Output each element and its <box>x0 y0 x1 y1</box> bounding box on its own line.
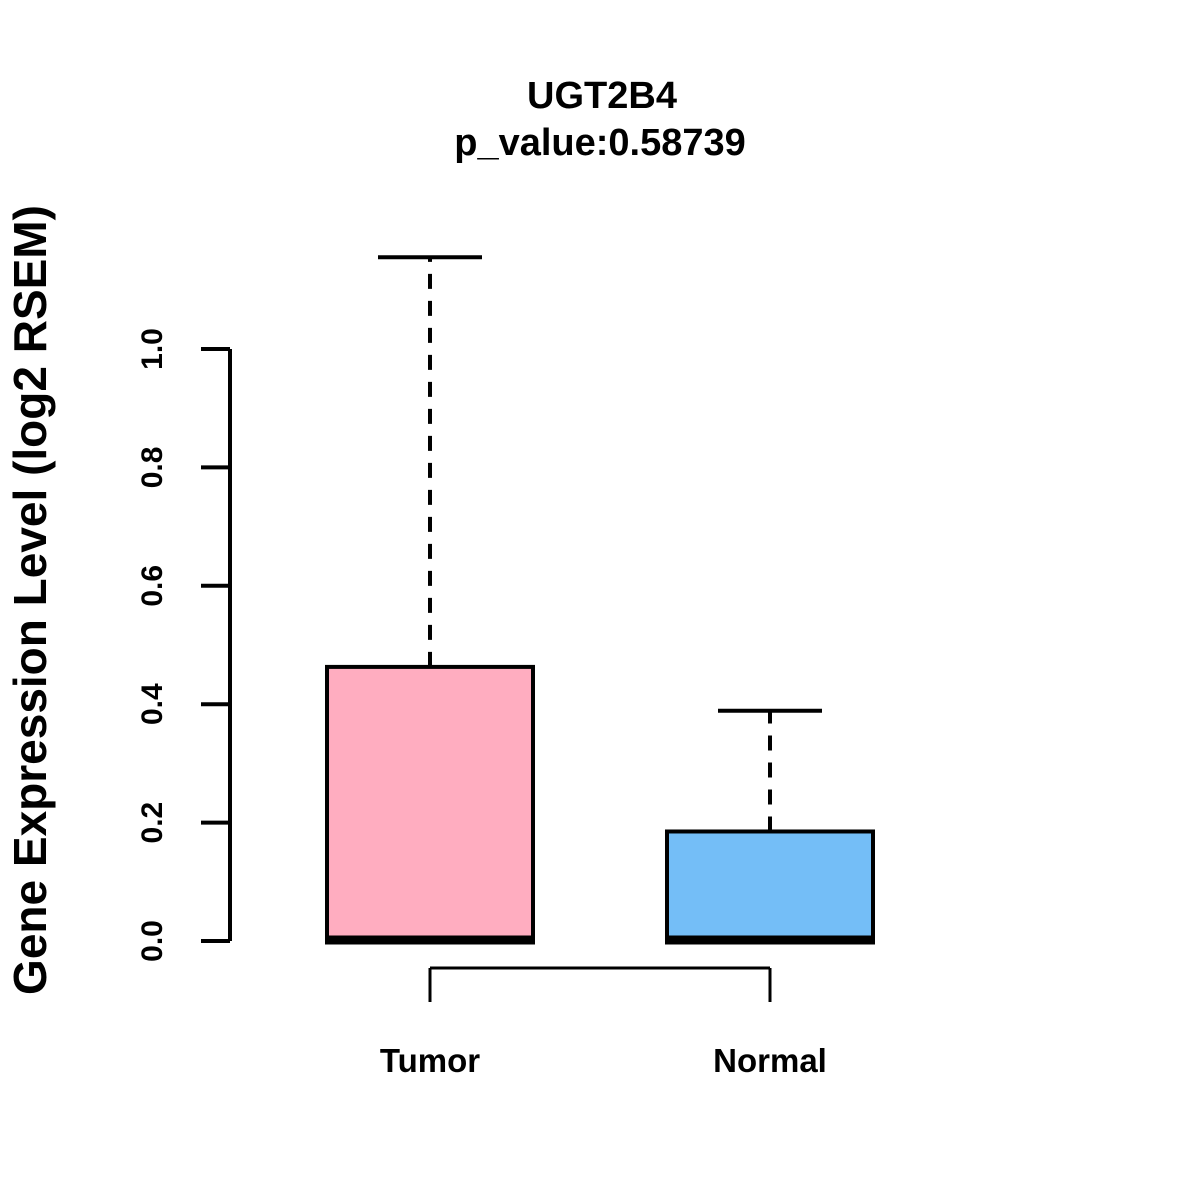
y-tick-label: 0.2 <box>136 802 169 844</box>
group-label-tumor: Tumor <box>380 1042 480 1079</box>
y-tick-label: 1.0 <box>136 328 169 370</box>
box-tumor <box>325 664 535 943</box>
box-normal <box>665 829 875 943</box>
y-axis-title: Gene Expression Level (log2 RSEM) <box>4 205 56 995</box>
y-tick-label: 0.8 <box>136 447 169 489</box>
plot-area: 0.0 0.2 0.4 0.6 0.8 1.0 <box>136 255 875 1002</box>
y-tick-label: 0.6 <box>136 565 169 607</box>
chart-title: UGT2B4 <box>527 75 677 117</box>
chart-subtitle: p_value:0.58739 <box>454 122 746 164</box>
group-label-normal: Normal <box>713 1042 827 1079</box>
y-tick-label: 0.4 <box>136 683 169 725</box>
y-tick-label: 0.0 <box>136 920 169 962</box>
